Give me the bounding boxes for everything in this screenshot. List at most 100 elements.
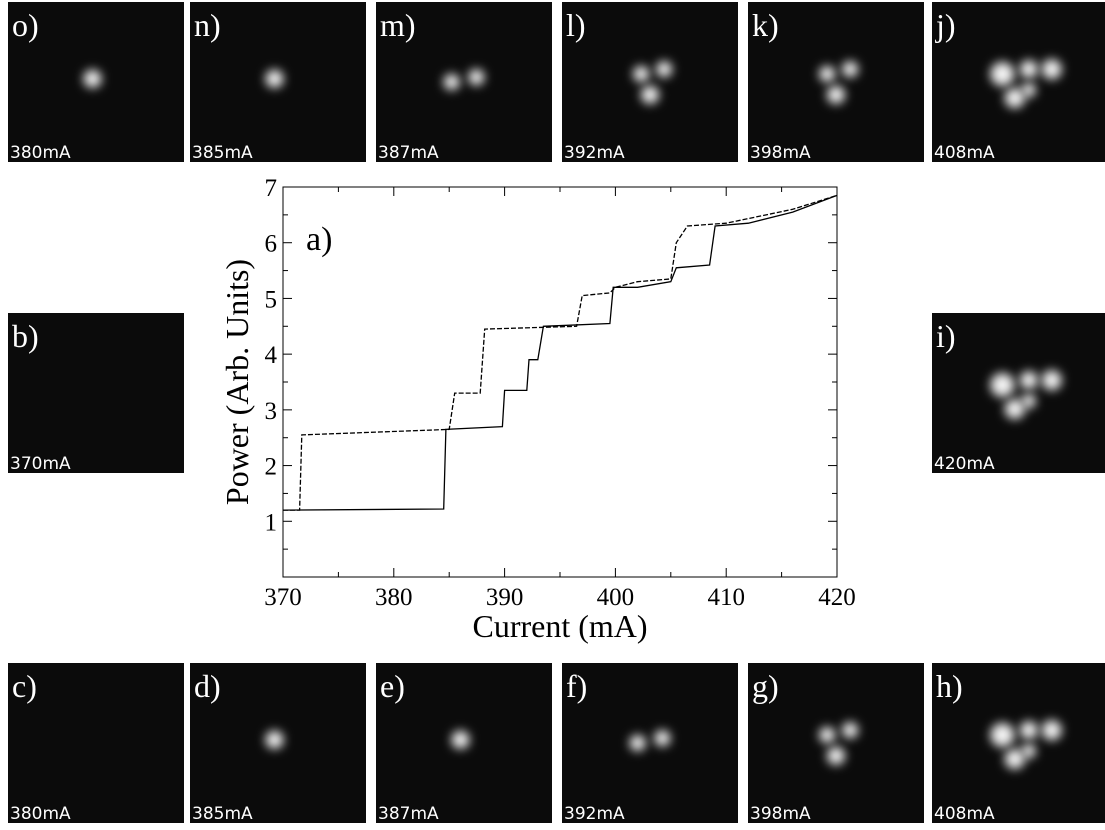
beam-spot (1004, 399, 1025, 419)
beam-spot (827, 746, 845, 765)
panel-background (932, 313, 1105, 473)
beam-spot (1021, 744, 1036, 758)
panel-background (8, 663, 184, 823)
panel-current: 387mA (378, 143, 439, 163)
panel-background (562, 663, 738, 823)
panel-label: j) (935, 7, 956, 43)
image-panel: l) 392mA (562, 2, 738, 163)
panel-current: 385mA (192, 143, 253, 163)
beam-spot (629, 735, 646, 751)
x-tick-label: 380 (375, 584, 413, 611)
beam-spot (641, 85, 659, 104)
beam-spot (827, 85, 845, 104)
y-tick-label: 2 (265, 454, 278, 481)
data-line (283, 194, 838, 511)
panel-label: n) (194, 7, 221, 43)
image-panel: o) 380mA (8, 2, 184, 163)
panel-label: h) (936, 668, 963, 704)
beam-spot (819, 727, 836, 743)
image-panel: d) 385mA (190, 663, 366, 824)
image-panel: f) 392mA (562, 663, 738, 824)
panel-label: l) (566, 7, 586, 43)
beam-spot (451, 730, 470, 749)
panel-current: 398mA (750, 143, 811, 163)
y-tick-label: 1 (265, 509, 278, 536)
beam-spot (654, 730, 671, 747)
panel-current: 398mA (750, 804, 811, 824)
beam-spot (990, 723, 1015, 747)
panel-current: 387mA (378, 804, 439, 824)
image-panel: n) 385mA (190, 2, 366, 163)
image-panel: g) 398mA (748, 663, 924, 824)
y-tick-label: 5 (265, 286, 278, 313)
y-tick-label: 3 (265, 398, 278, 425)
panel-label: c) (12, 668, 37, 704)
beam-spot (1019, 371, 1038, 390)
image-panel: m) 387mA (376, 2, 552, 163)
beam-spot (1019, 721, 1038, 740)
image-panel: j) 408mA (932, 2, 1105, 163)
y-tick-label: 4 (265, 342, 278, 369)
x-tick-label: 370 (264, 584, 302, 611)
beam-spot (1004, 88, 1025, 108)
image-panel: h) 408mA (932, 663, 1105, 824)
beam-spot (1021, 83, 1036, 97)
beam-spot (1021, 394, 1036, 408)
panel-background (932, 663, 1105, 823)
panel-label: k) (752, 7, 779, 43)
beam-spot (990, 62, 1015, 86)
annotation: a) (306, 221, 332, 258)
beam-spot (990, 373, 1015, 397)
y-tick-label: 6 (265, 231, 278, 258)
beam-spot (443, 74, 460, 90)
beam-spot (842, 61, 859, 78)
beam-spot (1041, 370, 1062, 391)
panel-current: 380mA (10, 804, 71, 824)
beam-spot (468, 69, 485, 86)
image-panel: i) 420mA (932, 313, 1105, 474)
x-tick-label: 410 (707, 584, 745, 611)
beam-spot (656, 61, 673, 78)
panel-current: 392mA (564, 143, 625, 163)
panel-background (562, 2, 738, 162)
beam-spot (1019, 60, 1038, 79)
beam-spot (83, 69, 102, 88)
beam-spot (1041, 720, 1062, 741)
panel-label: d) (194, 668, 221, 704)
panel-label: g) (752, 668, 779, 704)
panel-label: e) (380, 668, 405, 704)
panel-background (8, 313, 184, 473)
image-panel: c) 380mA (8, 663, 184, 824)
y-tick-label: 7 (265, 175, 278, 202)
beam-spot (819, 66, 836, 82)
panel-current: 370mA (10, 454, 71, 474)
x-tick-label: 390 (486, 584, 524, 611)
beam-spot (842, 722, 859, 739)
beam-spot (265, 69, 284, 88)
panel-label: i) (936, 318, 956, 354)
plot-frame (282, 186, 838, 578)
panel-current: 408mA (934, 143, 995, 163)
x-tick-label: 420 (818, 584, 856, 611)
panel-label: b) (12, 318, 39, 354)
beam-spot (265, 730, 284, 749)
data-line (282, 194, 838, 511)
panel-current: 380mA (10, 143, 71, 163)
panel-current: 420mA (934, 454, 995, 474)
panel-label: f) (566, 668, 587, 704)
panel-current: 385mA (192, 804, 253, 824)
beam-spot (1004, 749, 1025, 769)
panel-label: m) (380, 7, 416, 43)
panel-background (748, 2, 924, 162)
image-panel: e) 387mA (376, 663, 552, 824)
image-panel: k) 398mA (748, 2, 924, 163)
beam-spot (1041, 59, 1062, 80)
panel-label: o) (12, 7, 39, 43)
x-axis-title: Current (mA) (472, 608, 647, 644)
panel-current: 408mA (934, 804, 995, 824)
panel-background (376, 2, 552, 162)
beam-spot (633, 66, 650, 82)
panel-current: 392mA (564, 804, 625, 824)
panel-background (932, 2, 1105, 162)
